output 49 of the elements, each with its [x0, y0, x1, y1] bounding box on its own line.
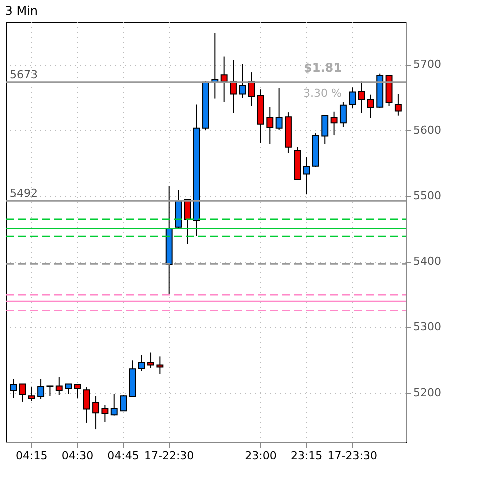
candlestick: [92, 396, 100, 430]
candlestick: [110, 394, 118, 416]
x-tick-label: 04:15: [16, 450, 48, 462]
candlestick: [156, 356, 164, 375]
y-tick-label: 5200: [414, 386, 442, 400]
ref-line-label: 5673: [10, 68, 38, 82]
ref-line-label: 5492: [10, 187, 38, 200]
y-tick-label: 5600: [414, 124, 442, 137]
y-tick-label: 5400: [414, 255, 442, 268]
candlestick: [74, 384, 82, 400]
x-tick-label: 17-22:30: [144, 450, 194, 462]
candlestick: [230, 60, 237, 114]
x-tick-label: 04:45: [108, 450, 140, 462]
candlestick: [38, 378, 45, 400]
y-tick-label: 5300: [414, 320, 442, 334]
candlestick: [349, 87, 356, 110]
candlestick: [102, 404, 109, 423]
candlestick: [120, 394, 128, 412]
y-tick-label: 5700: [414, 58, 442, 72]
candlestick: [358, 81, 366, 114]
candlestick: [83, 387, 90, 424]
candlestick: [46, 386, 54, 397]
y-tick-label: 5500: [414, 189, 442, 202]
x-tick-label: 23:15: [290, 450, 323, 462]
candlestick: [340, 102, 347, 128]
candlestick: [184, 199, 192, 245]
x-tick-label: 17-23:30: [328, 450, 378, 462]
candlestick: [248, 72, 256, 106]
x-tick-label: 04:30: [62, 450, 94, 462]
candlestick: [394, 94, 402, 116]
candlestick: [322, 114, 329, 145]
annotation: $1.81: [304, 61, 342, 75]
candlestick: [148, 352, 154, 369]
candlestick: [276, 88, 283, 131]
x-tick-label: 23:00: [245, 450, 277, 462]
candlestick: [28, 386, 36, 402]
candlestick: [138, 354, 146, 372]
chart-title: 3 Min: [5, 4, 38, 18]
candlestick: [10, 378, 18, 399]
candlestick: [19, 384, 26, 402]
candlestick: [330, 111, 338, 136]
annotation: 3.30 %: [304, 87, 342, 100]
candlestick: [266, 106, 274, 145]
candlestick: [56, 376, 63, 396]
candlestick: [65, 384, 72, 395]
candlestick: [239, 64, 246, 99]
candlestick: [303, 156, 310, 196]
candlestick: [367, 94, 374, 119]
candlestick: [220, 56, 228, 103]
